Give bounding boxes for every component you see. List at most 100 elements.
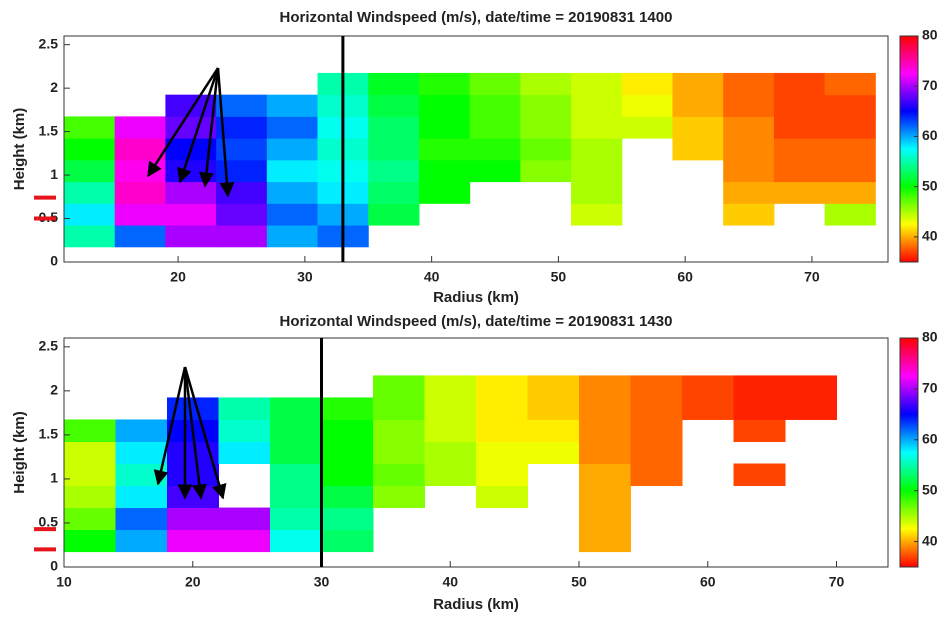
heat-cell [824,159,876,183]
colorbar-tick-label: 50 [922,481,938,497]
colorbar-tick-label: 80 [922,329,938,345]
heat-cell [621,94,673,117]
heat-cell [527,397,580,420]
heat-cell [733,397,786,420]
heat-cell [321,463,374,487]
x-axis-label: Radius (km) [433,596,519,613]
heat-cell [424,375,477,398]
heat-cell [476,441,528,465]
heat-cell [373,397,425,420]
heat-cell [682,397,734,420]
heat-cell [824,203,876,226]
colorbar-tick-label: 40 [922,532,938,548]
x-tick-label: 40 [442,574,458,590]
heat-cell [672,116,724,139]
heat-cell [216,116,268,139]
heat-cell [64,203,116,226]
heat-cell [368,181,420,204]
heat-cell [167,463,219,487]
heat-cell [418,159,471,183]
heat-cell [424,441,477,465]
heat-cell [520,159,572,183]
heat-cell [266,225,319,248]
heat-cell [64,485,116,509]
x-axis-label: Radius (km) [433,289,519,306]
heat-cell [270,507,322,531]
heat-cell [621,116,673,139]
heat-cell [469,94,521,117]
heat-cell [115,529,168,553]
heat-cell [114,116,166,139]
heat-cell [270,529,322,553]
heat-cell [418,94,471,117]
heat-cell [218,441,271,465]
y-tick-label: 1.5 [39,122,59,138]
heat-cell [114,159,166,183]
heat-cell [785,375,837,398]
x-tick-label: 60 [677,269,693,285]
heat-cell [373,375,425,398]
heat-cell [579,507,631,531]
heat-cell [571,203,623,226]
heat-cell [418,116,471,139]
annotation-arrow [199,67,220,188]
y-tick-label: 0 [50,558,58,574]
heat-cell [773,181,826,204]
heat-cell [321,397,374,420]
heat-cell [64,419,116,442]
heat-cell [630,375,683,398]
heat-cell [527,419,580,442]
heat-cell [773,159,826,183]
heat-cell [368,116,420,139]
heat-cell [723,181,775,204]
heat-cell [114,181,166,204]
x-tick-label: 70 [829,574,845,590]
heat-cell [476,485,528,509]
heat-cell [373,485,425,509]
heat-cell [723,116,775,139]
heat-cell [527,441,580,465]
colorbar-tick-label: 70 [922,380,938,396]
heat-cell [321,441,374,465]
y-tick-label: 2.5 [39,35,59,51]
heat-cell [165,159,217,183]
heat-cell [64,225,116,248]
heat-cell [114,203,166,226]
x-tick-label: 30 [314,574,330,590]
heat-cell [682,375,734,398]
heat-cell [218,397,271,420]
annotation-arrow [216,67,235,198]
x-tick-label: 10 [56,574,72,590]
y-axis-label: Height (km) [11,108,28,191]
heat-cell [579,529,631,553]
heat-cell [167,485,219,509]
heat-cell [520,116,572,139]
y-tick-label: 0 [50,253,58,269]
heat-cell [723,138,775,161]
heat-cell [167,441,219,465]
heat-cell [270,419,322,442]
heat-cell [266,94,319,117]
heat-cell [579,463,631,487]
heat-cell [621,72,673,96]
heat-cell [824,72,876,96]
annotation-arrow [183,366,207,500]
heat-cell [476,419,528,442]
heat-cell [824,116,876,139]
heat-cell [64,181,116,204]
heat-cell [424,397,477,420]
heat-cell [167,529,219,553]
heat-cell [672,94,724,117]
heat-cell [773,138,826,161]
heat-cell [270,397,322,420]
x-tick-label: 50 [571,574,587,590]
colorbar-tick-label: 60 [922,430,938,446]
heat-cell [321,507,374,531]
heat-cell [114,225,166,248]
colorbar-tick-label: 50 [922,177,938,193]
heat-cell [773,72,826,96]
plot-frame [63,35,889,263]
heat-cell [218,529,271,553]
heat-cell [167,397,219,420]
heat-cell [115,507,168,531]
